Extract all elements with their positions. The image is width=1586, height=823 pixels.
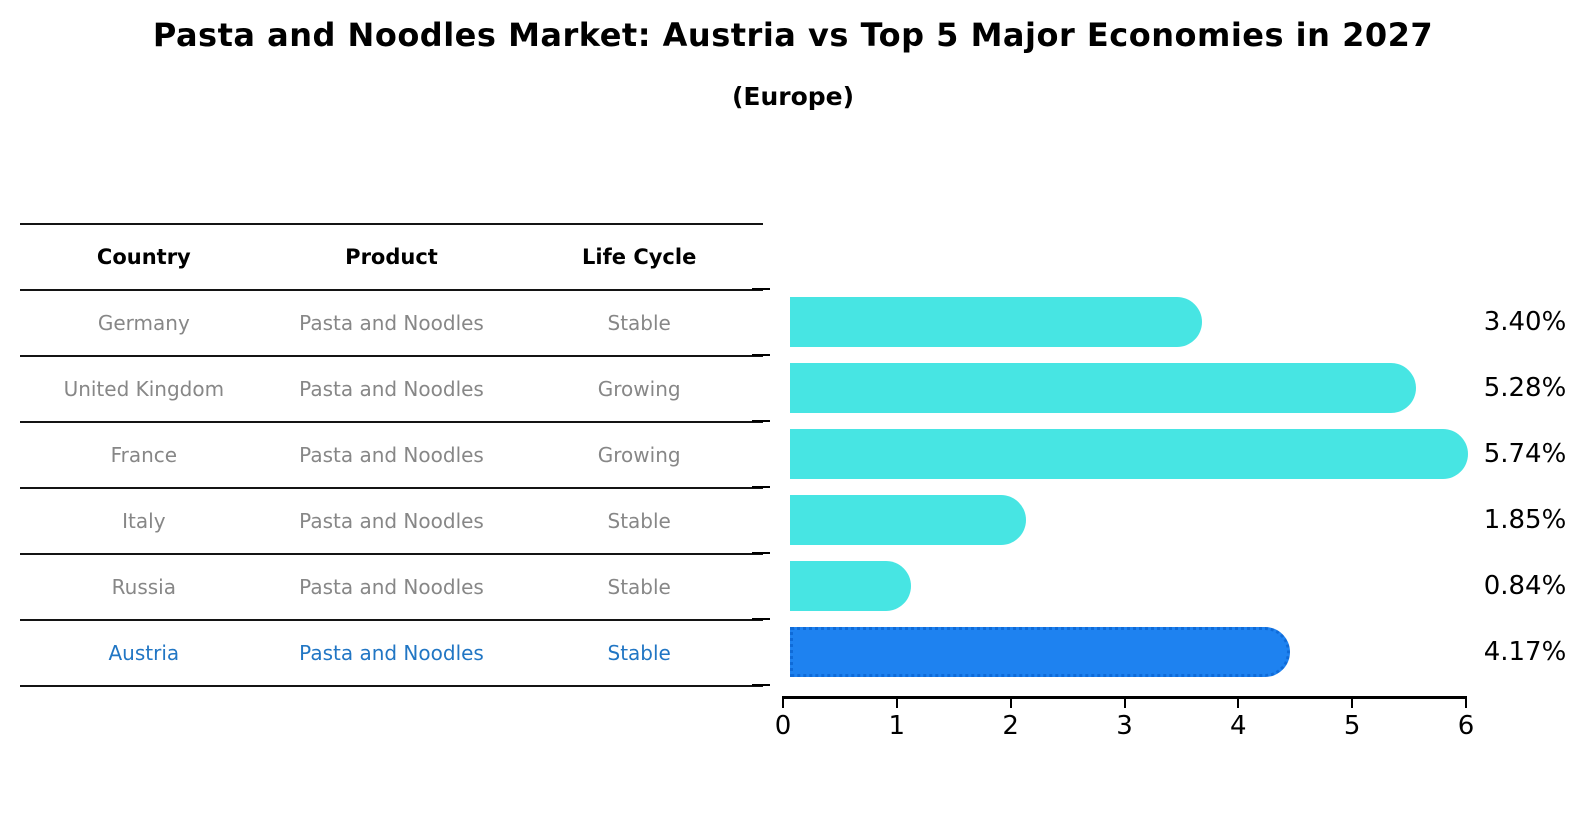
chart-title: Pasta and Noodles Market: Austria vs Top…: [152, 16, 1434, 54]
table-row-russia: Russia Pasta and Noodles Stable: [20, 555, 763, 621]
column-header-life-cycle: Life Cycle: [582, 245, 697, 269]
cell-life-cycle: Growing: [597, 377, 681, 401]
y-axis-tick: [752, 420, 770, 422]
table-row-united-kingdom: United Kingdom Pasta and Noodles Growing: [20, 357, 763, 423]
y-axis-tick: [752, 618, 770, 620]
bar-austria: [790, 627, 1290, 677]
cell-product: Pasta and Noodles: [299, 443, 484, 467]
y-axis-tick: [752, 486, 770, 488]
chart-subtitle: (Europe): [731, 82, 855, 111]
value-label-austria: 4.17%: [1483, 637, 1567, 667]
cell-life-cycle: Stable: [607, 575, 671, 599]
bar-germany: [790, 297, 1203, 347]
bar-russia: [790, 561, 911, 611]
column-header-product: Product: [345, 245, 438, 269]
cell-life-cycle: Stable: [607, 641, 671, 665]
bar-united-kingdom: [790, 363, 1417, 413]
info-table: Country Product Life Cycle Germany Pasta…: [20, 223, 763, 687]
value-label-italy: 1.85%: [1483, 505, 1567, 535]
table-row-france: France Pasta and Noodles Growing: [20, 423, 763, 489]
x-axis-tick: [782, 699, 784, 708]
x-axis-tick-label: 0: [774, 711, 792, 741]
x-axis-tick-label: 1: [888, 711, 906, 741]
cell-product: Pasta and Noodles: [299, 311, 484, 335]
cell-product: Pasta and Noodles: [299, 509, 484, 533]
x-axis-tick: [1123, 699, 1126, 708]
cell-product: Pasta and Noodles: [299, 575, 484, 599]
x-axis-line: [782, 696, 1467, 699]
x-axis-tick-label: 6: [1457, 711, 1475, 741]
cell-country: France: [110, 443, 178, 467]
table-row-italy: Italy Pasta and Noodles Stable: [20, 489, 763, 555]
cell-country: Austria: [108, 641, 180, 665]
x-axis-tick: [1237, 699, 1240, 708]
y-axis-tick: [752, 552, 770, 554]
value-label-germany: 3.40%: [1483, 307, 1567, 337]
cell-product: Pasta and Noodles: [299, 641, 484, 665]
cell-life-cycle: Growing: [597, 443, 681, 467]
x-axis-tick: [895, 699, 898, 708]
x-axis-tick: [1009, 699, 1012, 708]
table-row-austria: Austria Pasta and Noodles Stable: [20, 621, 763, 687]
bar-italy: [790, 495, 1026, 545]
y-axis-tick: [752, 288, 770, 290]
value-label-united-kingdom: 5.28%: [1483, 373, 1567, 403]
cell-life-cycle: Stable: [607, 509, 671, 533]
y-axis-tick: [752, 354, 770, 356]
column-header-country: Country: [96, 245, 191, 269]
cell-country: Germany: [97, 311, 190, 335]
cell-country: Russia: [111, 575, 176, 599]
bar-france: [790, 429, 1469, 479]
y-axis-tick: [752, 684, 770, 686]
cell-life-cycle: Stable: [607, 311, 671, 335]
x-axis-tick: [1351, 699, 1354, 708]
cell-product: Pasta and Noodles: [299, 377, 484, 401]
x-axis-tick-label: 3: [1116, 711, 1133, 741]
x-axis-tick-label: 4: [1230, 711, 1247, 741]
table-header-row: Country Product Life Cycle: [20, 225, 763, 291]
x-axis-tick-label: 5: [1343, 711, 1361, 741]
cell-country: Italy: [122, 509, 166, 533]
bar-plot: 3.40% 5.28% 5.74% 1.85% 0.84% 4.17% 0 1 2 3 4 5 6: [752, 288, 1566, 759]
value-label-france: 5.74%: [1483, 439, 1567, 469]
x-axis-tick-label: 2: [1002, 711, 1019, 741]
cell-country: United Kingdom: [63, 377, 225, 401]
value-label-russia: 0.84%: [1483, 571, 1567, 601]
table-row-germany: Germany Pasta and Noodles Stable: [20, 291, 763, 357]
x-axis-tick: [1465, 699, 1467, 708]
